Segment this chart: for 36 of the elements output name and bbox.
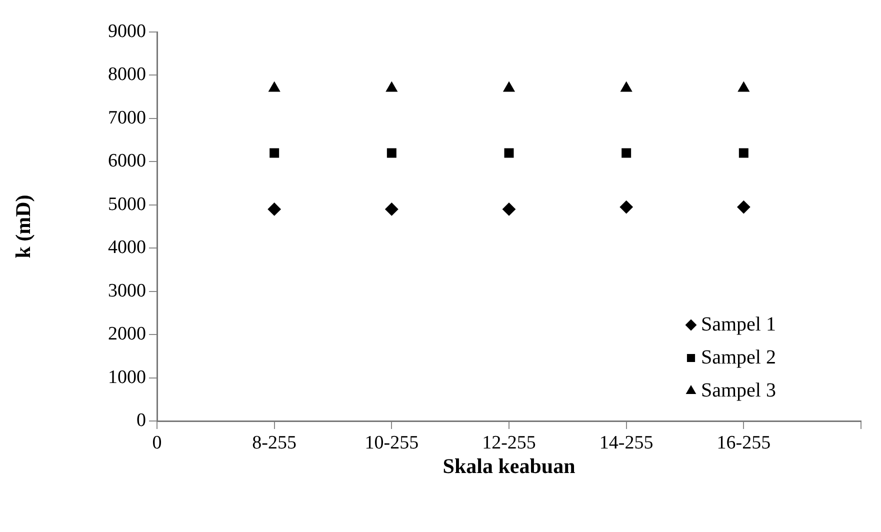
x-tick-label: 8-255 bbox=[252, 432, 296, 454]
y-tick-label: 6000 bbox=[108, 150, 146, 172]
y-tick-label: 1000 bbox=[108, 366, 146, 388]
point bbox=[268, 202, 281, 216]
legend-label: Sampel 1 bbox=[701, 313, 776, 336]
x-tick-label: 14-255 bbox=[599, 432, 654, 454]
x-axis-title: Skala keabuan bbox=[442, 454, 576, 478]
x-tick-label: 16-255 bbox=[716, 432, 771, 454]
point bbox=[386, 148, 396, 158]
x-tick-label: 10-255 bbox=[364, 432, 419, 454]
legend-label: Sampel 3 bbox=[701, 379, 776, 402]
y-tick-label: 3000 bbox=[108, 280, 146, 302]
point bbox=[738, 82, 750, 92]
point bbox=[268, 82, 280, 92]
y-tick-label: 8000 bbox=[108, 64, 146, 86]
point bbox=[620, 82, 632, 92]
y-axis-title: k (mD) bbox=[11, 194, 36, 258]
point bbox=[386, 82, 398, 92]
y-tick-label: 7000 bbox=[108, 107, 146, 128]
point bbox=[620, 200, 633, 214]
y-tick-label: 5000 bbox=[108, 194, 146, 215]
point bbox=[502, 202, 516, 216]
point bbox=[270, 148, 280, 158]
legend-label: Sampel 2 bbox=[701, 346, 776, 368]
y-tick-label: 0 bbox=[136, 410, 146, 431]
y-tick-label: 4000 bbox=[108, 237, 146, 258]
x-tick-label: 12-255 bbox=[482, 432, 536, 454]
x-tick-label: 0 bbox=[152, 432, 162, 454]
point bbox=[622, 148, 632, 158]
point bbox=[737, 200, 750, 214]
y-tick-label: 9000 bbox=[108, 20, 146, 42]
y-tick-label: 2000 bbox=[108, 324, 146, 345]
point bbox=[504, 148, 514, 158]
point bbox=[503, 82, 515, 92]
point bbox=[385, 202, 398, 216]
point bbox=[738, 148, 748, 158]
